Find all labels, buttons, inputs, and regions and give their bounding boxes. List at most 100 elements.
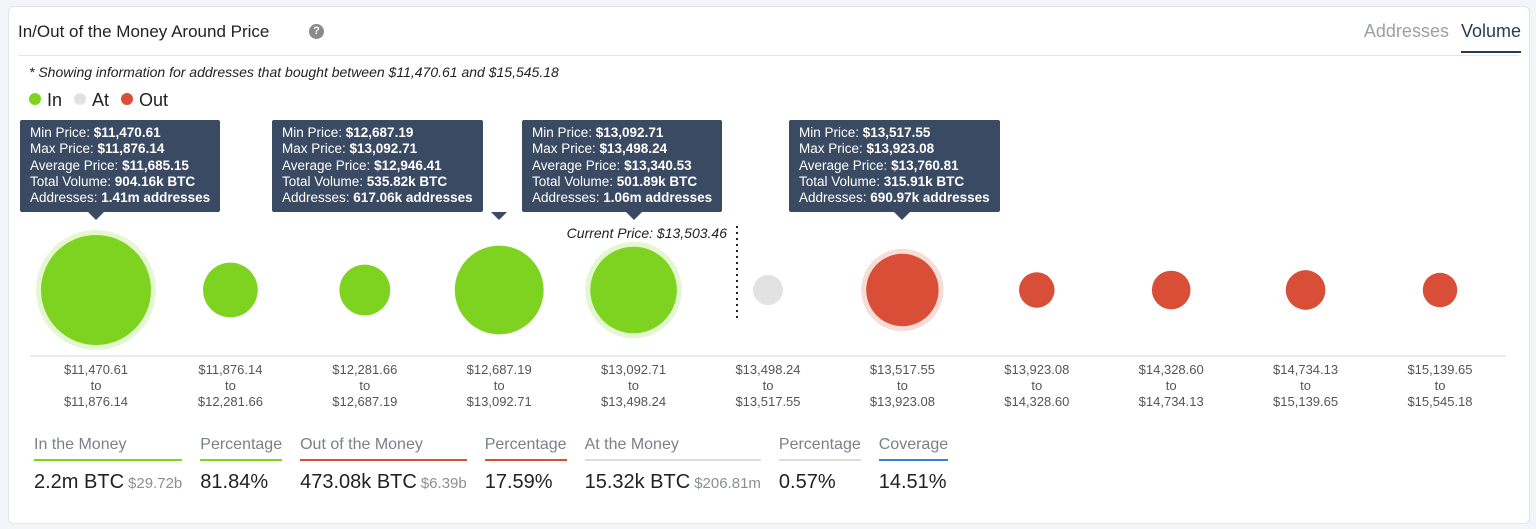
stat-label: In the Money <box>34 436 183 461</box>
tooltip-value: $13,498.24 <box>599 141 668 157</box>
bubble-in[interactable] <box>454 245 544 335</box>
stat-at-percentage: Percentage 0.57% <box>778 436 861 494</box>
bubble-in[interactable] <box>203 262 258 318</box>
bubble-out[interactable] <box>1019 272 1055 308</box>
tooltip: Min Price: $12,687.19 Max Price: $13,092.… <box>272 120 483 213</box>
tooltip-label: Addresses: <box>282 190 354 206</box>
stat-coverage: Coverage 14.51% <box>878 436 949 494</box>
stat-in-money: In the Money 2.2m BTC $29.72b <box>34 436 183 494</box>
tooltip-row-max: Max Price: $13,092.71 <box>282 141 473 157</box>
stat-label: At the Money <box>584 436 761 461</box>
x-tick-label: $12,687.19 <box>332 394 397 409</box>
tooltip-value: $13,517.55 <box>862 125 931 140</box>
tooltip-row-vol: Total Volume: 315.91k BTC <box>799 174 990 190</box>
tooltip-row-avg: Average Price: $11,685.15 <box>30 158 210 174</box>
tooltip-value: 1.06m addresses <box>603 190 713 206</box>
legend-in-label: In <box>47 90 63 110</box>
stat-value: 15.32k BTC $206.81m <box>585 471 761 494</box>
tooltip-label: Total Volume: <box>799 173 884 189</box>
tooltip-label: Total Volume: <box>532 173 617 189</box>
tooltip-value: 1.41m addresses <box>101 190 211 206</box>
x-tick-label: to <box>494 378 505 393</box>
bubble-at[interactable] <box>753 275 783 305</box>
x-tick-label: to <box>763 378 774 393</box>
tooltip-label: Max Price: <box>532 141 600 157</box>
bubble-in[interactable] <box>339 264 391 316</box>
tooltip-value: $13,340.53 <box>624 157 692 173</box>
tooltip-value: $12,687.19 <box>345 125 414 140</box>
x-tick-label: $13,092.71 <box>467 394 532 409</box>
tab-addresses[interactable]: Addresses <box>1363 21 1449 41</box>
tooltip-row-vol: Total Volume: 535.82k BTC <box>282 174 473 190</box>
tooltip-value: $11,470.61 <box>93 125 161 140</box>
tooltip-row-vol: Total Volume: 501.89k BTC <box>532 174 712 190</box>
tooltip: Min Price: $11,470.61 Max Price: $11,876.… <box>20 120 221 213</box>
tab-volume[interactable]: Volume <box>1460 21 1521 53</box>
chart-title: In/Out of the Money Around Price <box>18 22 270 41</box>
bubble-in[interactable] <box>41 235 151 345</box>
stat-value-text: 473.08k BTC <box>300 471 417 493</box>
tooltip-row-max: Max Price: $11,876.14 <box>30 141 210 157</box>
divider <box>18 55 1519 56</box>
bubble-chart: $11,470.61to$11,876.14$11,876.14to$12,28… <box>30 225 1506 409</box>
x-tick-label: to <box>897 378 908 393</box>
stat-value-text: 2.2m BTC <box>34 471 125 493</box>
stat-value: 14.51% <box>878 471 947 493</box>
tooltip-value: 617.06k addresses <box>353 190 473 206</box>
range-note: * Showing information for addresses that… <box>29 64 559 80</box>
view-tabs: Addresses Volume <box>1364 21 1521 53</box>
tooltip-row-addr: Addresses: 1.06m addresses <box>532 190 712 206</box>
bubble-out[interactable] <box>1422 272 1458 308</box>
x-tick-label: $13,092.71 <box>601 362 666 377</box>
bubble-out[interactable] <box>1285 270 1326 310</box>
bubble-out[interactable] <box>1151 270 1191 310</box>
stat-label: Out of the Money <box>300 436 467 461</box>
stat-sub: $206.81m <box>694 475 761 492</box>
legend: In At Out <box>29 90 168 111</box>
tooltip-label: Min Price: <box>282 125 346 140</box>
tooltip-label: Total Volume: <box>30 173 115 189</box>
x-tick-label: to <box>1031 378 1042 393</box>
current-price-label: Current Price: $13,503.46 <box>567 225 728 241</box>
x-tick-label: $11,876.14 <box>64 394 128 409</box>
bubble-in[interactable] <box>590 246 677 334</box>
legend-in[interactable]: In <box>29 90 62 111</box>
x-tick-label: $13,498.24 <box>601 394 666 409</box>
x-tick-label: to <box>225 378 236 393</box>
tooltip-value: 904.16k BTC <box>114 173 196 189</box>
x-tick-label: $13,923.08 <box>870 394 935 409</box>
tooltip-label: Average Price: <box>799 157 892 173</box>
x-tick-label: to <box>1300 378 1311 393</box>
stat-at-money: At the Money 15.32k BTC $206.81m <box>584 436 761 494</box>
tooltip-row-max: Max Price: $13,923.08 <box>799 141 990 157</box>
tooltip-label: Average Price: <box>282 157 375 173</box>
x-tick-label: to <box>359 378 370 393</box>
stat-sub: $29.72b <box>128 475 183 492</box>
tooltip-row-addr: Addresses: 1.41m addresses <box>30 190 210 206</box>
x-tick-label: to <box>628 378 639 393</box>
stat-label: Coverage <box>878 436 949 461</box>
bubble-out[interactable] <box>866 253 939 327</box>
tooltip-value: 315.91k BTC <box>883 173 965 189</box>
legend-out[interactable]: Out <box>121 90 168 111</box>
stat-value: 0.57% <box>778 471 836 493</box>
tooltip-value: 535.82k BTC <box>366 173 448 189</box>
tooltip-row-min: Min Price: $13,517.55 <box>799 125 990 141</box>
x-tick-label: $11,876.14 <box>198 362 262 377</box>
help-icon[interactable]: ? <box>309 24 324 39</box>
x-tick-label: $12,281.66 <box>198 394 263 409</box>
tooltip-value: $12,946.41 <box>374 157 442 173</box>
x-tick-label: $11,470.61 <box>64 362 128 377</box>
tooltip-label: Min Price: <box>30 125 94 140</box>
x-tick-label: $15,139.65 <box>1273 394 1338 409</box>
tooltip-value: 501.89k BTC <box>616 173 698 189</box>
tooltip-label: Max Price: <box>30 141 98 157</box>
tooltip-label: Addresses: <box>799 190 871 206</box>
legend-out-label: Out <box>139 90 169 110</box>
tooltip-row-avg: Average Price: $12,946.41 <box>282 158 473 174</box>
tooltip-row-addr: Addresses: 617.06k addresses <box>282 190 473 206</box>
tooltip-row-vol: Total Volume: 904.16k BTC <box>30 174 210 190</box>
stat-label: Percentage <box>484 436 567 461</box>
legend-at[interactable]: At <box>74 90 109 111</box>
tooltip-value: $11,685.15 <box>122 157 189 173</box>
